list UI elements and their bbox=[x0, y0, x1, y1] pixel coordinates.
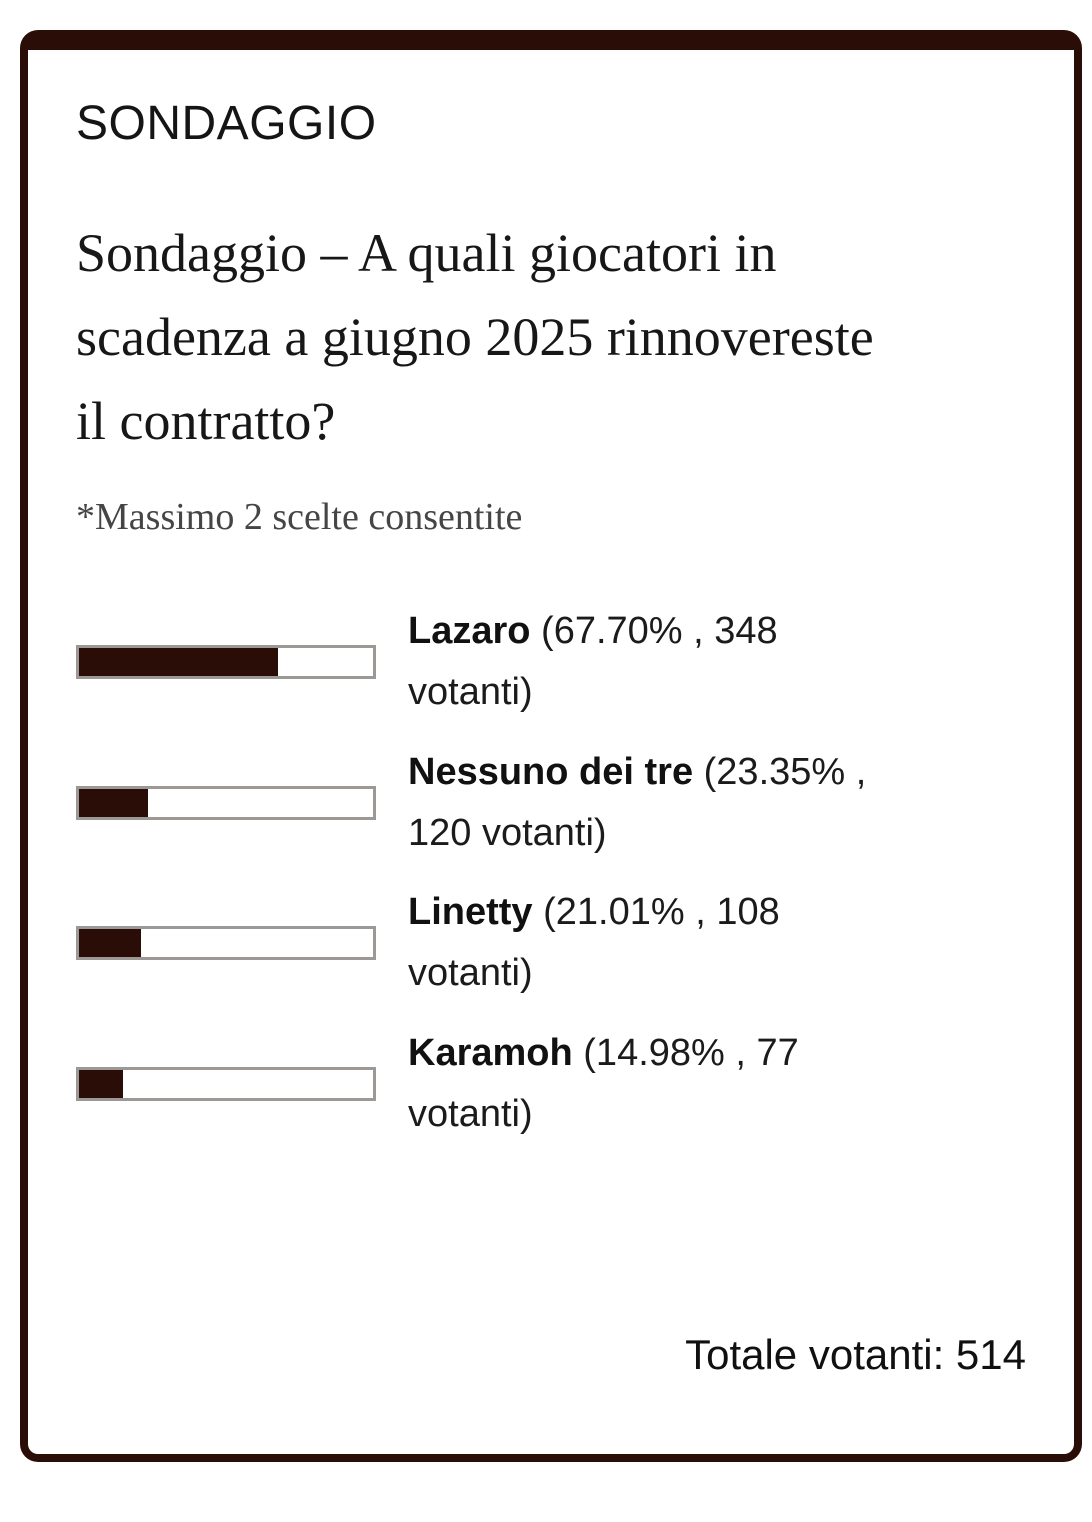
result-label: Linetty (21.01% , 108 votanti) bbox=[408, 882, 868, 1004]
poll-result-row: Linetty (21.01% , 108 votanti) bbox=[76, 882, 1026, 1004]
result-option-detail: (67.70% , 348 votanti) bbox=[408, 610, 778, 714]
result-label: Nessuno dei tre (23.35% , 120 votanti) bbox=[408, 742, 868, 864]
poll-results-list: Lazaro (67.70% , 348 votanti) Nessuno de… bbox=[76, 601, 1026, 1144]
poll-note: *Massimo 2 scelte consentite bbox=[76, 496, 523, 539]
result-bar-fill bbox=[79, 788, 148, 817]
total-votes-label: Totale votanti: 514 bbox=[685, 1330, 1026, 1378]
result-option-name: Nessuno dei tre bbox=[408, 750, 694, 793]
poll-result-row: Lazaro (67.70% , 348 votanti) bbox=[76, 601, 1026, 723]
result-label: Karamoh (14.98% , 77 votanti) bbox=[408, 1023, 868, 1145]
result-option-detail: (21.01% , 108 votanti) bbox=[408, 891, 780, 995]
result-option-name: Karamoh bbox=[408, 1032, 573, 1075]
poll-kicker-label: SONDAGGIO bbox=[76, 97, 377, 150]
result-option-detail: (23.35% , 120 votanti) bbox=[408, 750, 867, 854]
poll-result-row: Karamoh (14.98% , 77 votanti) bbox=[76, 1023, 1026, 1145]
result-bar-fill bbox=[79, 929, 141, 958]
result-bar-track bbox=[76, 1066, 376, 1101]
result-bar-fill bbox=[79, 648, 279, 677]
poll-card: SONDAGGIO Sondaggio – A quali giocatori … bbox=[20, 30, 1082, 1462]
result-label: Lazaro (67.70% , 348 votanti) bbox=[408, 601, 868, 723]
result-bar-track bbox=[76, 645, 376, 680]
result-bar-track bbox=[76, 785, 376, 820]
poll-question: Sondaggio – A quali giocatori in scadenz… bbox=[76, 222, 874, 452]
poll-result-row: Nessuno dei tre (23.35% , 120 votanti) bbox=[76, 742, 1026, 864]
result-option-detail: (14.98% , 77 votanti) bbox=[408, 1032, 799, 1135]
result-bar-track bbox=[76, 926, 376, 961]
result-option-name: Lazaro bbox=[408, 610, 531, 653]
result-bar-fill bbox=[79, 1069, 124, 1098]
result-option-name: Linetty bbox=[408, 891, 533, 934]
